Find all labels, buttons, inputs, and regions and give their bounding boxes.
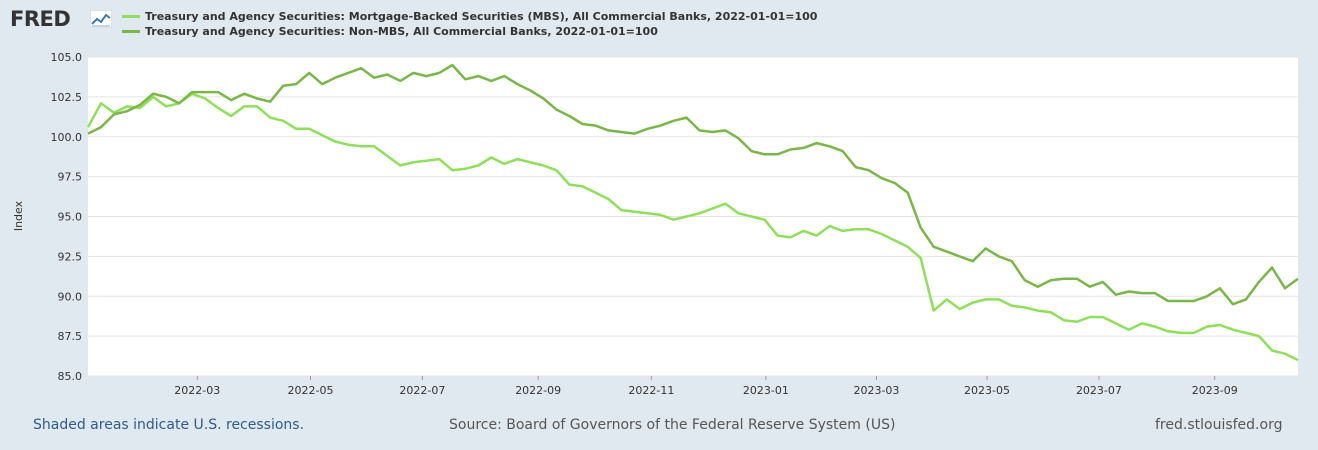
x-tick-label: 2023-01 [743,384,789,397]
fred-chart-icon [90,10,112,28]
x-tick-label: 2022-05 [287,384,333,397]
series-lines [86,63,1299,362]
line-chart[interactable]: 85.087.590.092.595.097.5100.0102.5105.0 … [0,0,1318,410]
series-line-1[interactable] [87,63,1299,306]
recessions-note: Shaded areas indicate U.S. recessions. [33,417,305,433]
legend-swatch-mbs [122,15,140,18]
x-tick-label: 2022-09 [515,384,561,397]
y-axis-ticks: 85.0 87.5 90.0 92.5 95.0 97.5 100.0 102.5 105.0 [51,51,83,383]
legend-label-non-mbs: Treasury and Agency Securities: Non-MBS,… [145,25,658,38]
y-tick-label: 97.5 [58,171,83,184]
x-tick-label: 2023-07 [1076,384,1122,397]
x-tick-label: 2023-09 [1192,384,1238,397]
legend-entry-mbs[interactable]: Treasury and Agency Securities: Mortgage… [122,9,817,24]
y-tick-label: 87.5 [58,330,83,343]
series-line-0[interactable] [86,92,1299,362]
legend-entry-non-mbs[interactable]: Treasury and Agency Securities: Non-MBS,… [122,24,817,39]
y-tick-label: 85.0 [58,370,83,383]
chart-legend: Treasury and Agency Securities: Mortgage… [122,9,817,39]
chart-header: FRED Treasury and Agency Securities: Mor… [0,0,1318,50]
x-tick-label: 2022-07 [399,384,445,397]
y-axis-label: Index [12,200,25,231]
x-axis-ticks: 2022-03 2022-05 2022-07 2022-09 2022-11 2023-… [174,376,1238,397]
x-tick-label: 2023-03 [853,384,899,397]
gridlines [88,56,1298,377]
fred-logo[interactable]: FRED [10,7,71,31]
site-link[interactable]: fred.stlouisfed.org [1155,417,1283,433]
source-note: Source: Board of Governors of the Federa… [449,417,896,433]
y-tick-label: 90.0 [58,290,83,303]
legend-label-mbs: Treasury and Agency Securities: Mortgage… [145,10,818,23]
legend-swatch-non-mbs [122,30,140,33]
y-tick-label: 100.0 [51,131,83,144]
x-tick-label: 2022-11 [628,384,674,397]
y-tick-label: 105.0 [51,51,83,64]
y-tick-label: 102.5 [51,91,83,104]
y-tick-label: 92.5 [58,250,83,263]
y-tick-label: 95.0 [58,211,83,224]
x-tick-label: 2022-03 [174,384,220,397]
x-tick-label: 2023-05 [964,384,1010,397]
